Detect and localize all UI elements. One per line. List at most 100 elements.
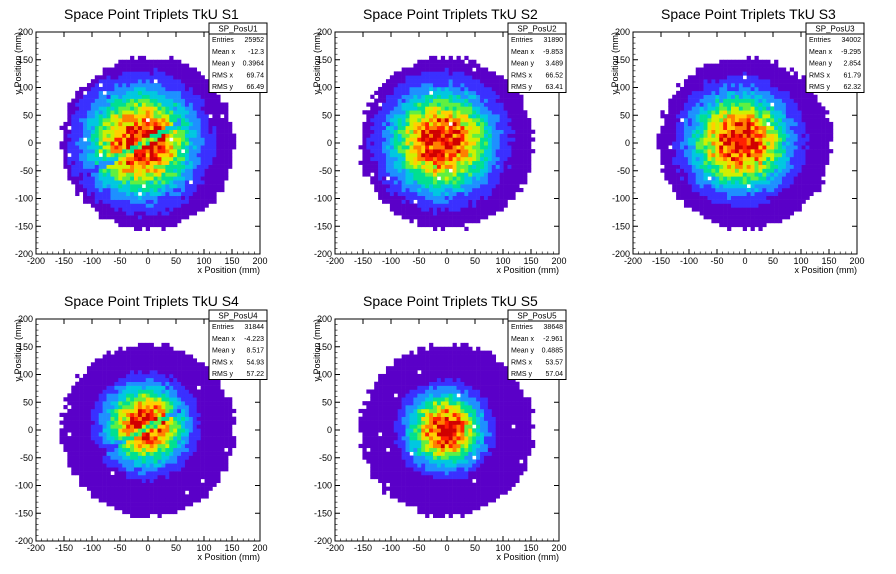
heatmap-cell <box>817 110 822 115</box>
heatmap-cell <box>758 102 763 107</box>
heatmap-cell <box>797 160 802 165</box>
heatmap-cell <box>220 180 225 185</box>
heatmap-cell <box>157 59 162 64</box>
heatmap-cell <box>460 211 465 216</box>
heatmap-cell <box>734 129 740 134</box>
heatmap-cell <box>770 141 775 146</box>
heatmap-cell <box>452 133 457 138</box>
heatmap-cell <box>141 145 147 150</box>
heatmap-cell <box>766 168 771 173</box>
heatmap-cell <box>436 152 442 158</box>
heatmap-cell <box>126 133 131 138</box>
heatmap-cell <box>476 145 481 150</box>
heatmap-cell <box>758 211 763 216</box>
heatmap-cell <box>719 83 724 88</box>
heatmap-cell <box>699 110 704 115</box>
heatmap-cell <box>413 71 418 76</box>
heatmap-cell <box>63 152 68 158</box>
heatmap-cell <box>813 149 818 154</box>
heatmap-cell <box>719 187 724 193</box>
heatmap-cell <box>110 168 115 173</box>
heatmap-cell <box>778 207 783 212</box>
heatmap-cell <box>71 172 76 177</box>
heatmap-cell <box>503 184 508 189</box>
heatmap-cell <box>456 184 461 189</box>
heatmap-cell <box>691 187 697 193</box>
heatmap-cell <box>503 160 508 165</box>
heatmap-cell <box>734 184 740 189</box>
heatmap-cell <box>778 145 783 150</box>
heatmap-cell <box>762 67 767 72</box>
heatmap-cell <box>719 195 724 200</box>
heatmap-cell <box>382 114 387 119</box>
heatmap-cell <box>483 203 489 208</box>
heatmap-cell <box>487 176 493 181</box>
heatmap-cell <box>503 125 508 130</box>
heatmap-cell <box>126 141 131 146</box>
heatmap-cell <box>173 79 178 84</box>
heatmap-cell <box>405 160 410 165</box>
heatmap-cell <box>130 215 135 220</box>
heatmap-cell <box>413 164 418 169</box>
heatmap-cell <box>421 137 426 142</box>
heatmap-cell <box>86 121 92 127</box>
heatmap-cell <box>691 203 697 208</box>
heatmap-cell <box>676 149 681 154</box>
heatmap-cell <box>742 180 747 185</box>
heatmap-cell <box>161 141 166 146</box>
heatmap-cell <box>425 180 430 185</box>
heatmap-cell <box>118 149 123 154</box>
heatmap-cell <box>98 137 103 142</box>
heatmap-cell <box>130 168 135 173</box>
heatmap-cell <box>464 199 469 204</box>
heatmap-cell <box>173 98 178 103</box>
heatmap-cell <box>444 137 449 142</box>
heatmap-cell <box>165 149 170 154</box>
heatmap-cell <box>161 94 166 99</box>
heatmap-cell <box>126 94 131 99</box>
heatmap-cell <box>149 219 154 224</box>
heatmap-cell <box>781 176 787 181</box>
heatmap-cell <box>456 106 461 111</box>
heatmap-cell <box>130 156 135 162</box>
heatmap-cell <box>793 83 798 88</box>
heatmap-cell <box>421 187 426 193</box>
heatmap-cell <box>444 160 449 165</box>
heatmap-cell <box>110 121 115 127</box>
heatmap-cell <box>157 207 162 212</box>
heatmap-cell <box>770 215 775 220</box>
heatmap-cell <box>409 203 414 208</box>
heatmap-cell <box>476 67 481 72</box>
heatmap-cell <box>754 215 759 220</box>
heatmap-cell <box>503 199 508 204</box>
heatmap-cell <box>157 118 162 123</box>
heatmap-cell <box>515 160 520 165</box>
heatmap-cell <box>378 98 383 103</box>
heatmap-cell <box>754 211 759 216</box>
heatmap-cell <box>468 114 473 119</box>
heatmap-cell <box>797 121 802 127</box>
heatmap-cell <box>766 215 771 220</box>
heatmap-cell <box>425 203 430 208</box>
heatmap-cell <box>456 137 461 142</box>
heatmap-cell <box>754 86 759 92</box>
heatmap-cell <box>149 187 154 193</box>
heatmap-cell <box>204 145 209 150</box>
heatmap-cell <box>507 149 512 154</box>
heatmap-cell <box>98 156 103 162</box>
heatmap-cell <box>382 149 387 154</box>
heatmap-cell <box>723 168 728 173</box>
heatmap-cell <box>177 184 182 189</box>
heatmap-cell <box>184 195 190 200</box>
heatmap-cell <box>731 98 736 103</box>
heatmap-cell <box>90 184 96 189</box>
heatmap-cell <box>523 114 528 119</box>
heatmap-cell <box>200 86 205 92</box>
heatmap-cell <box>169 176 174 181</box>
heatmap-cell <box>695 125 700 130</box>
heatmap-cell <box>468 75 473 80</box>
heatmap-cell <box>200 121 205 127</box>
heatmap-cell <box>476 133 481 138</box>
heatmap-cell <box>102 176 107 181</box>
heatmap-cell <box>691 102 697 107</box>
